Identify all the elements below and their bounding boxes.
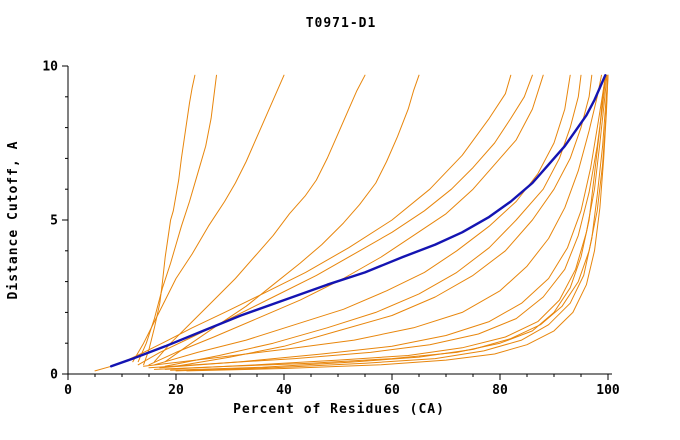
x-tick-label: 0 [64, 383, 72, 398]
x-tick-label: 100 [596, 383, 620, 398]
series-line-model-02 [137, 74, 217, 363]
series-line-model-09 [164, 74, 582, 367]
series-line-model-13 [164, 74, 608, 370]
series-line-model-06 [137, 74, 533, 366]
x-axis-label: Percent of Residues (CA) [233, 402, 445, 417]
chart-title: T0971-D1 [306, 16, 377, 31]
series-line-model-08 [153, 74, 571, 366]
y-tick-label: 5 [50, 214, 58, 229]
series-line-model-01 [143, 74, 196, 366]
series-line-model-18 [186, 74, 609, 372]
series-line-model-11 [94, 74, 512, 372]
series-line-model-16 [143, 74, 602, 367]
y-tick-label: 10 [42, 60, 58, 75]
series-line-model-04 [153, 74, 366, 363]
series-line-model-10 [175, 74, 593, 367]
plot-area: 0 20 40 60 80 100 0 5 10 [42, 60, 620, 399]
x-tick-label: 20 [168, 383, 184, 398]
series-line-model-03 [132, 74, 285, 363]
series-line-model-14 [175, 74, 609, 372]
series-line-model-17 [159, 74, 607, 369]
series-line-reference-model [109, 73, 607, 368]
series-line-model-12 [153, 74, 606, 370]
series-line-model-19 [170, 74, 609, 371]
series-line-model-15 [148, 74, 607, 369]
x-tick-label: 40 [276, 383, 292, 398]
x-tick-label: 60 [384, 383, 400, 398]
y-axis-label: Distance Cutoff, A [6, 141, 21, 300]
y-tick-label: 0 [50, 368, 58, 383]
x-tick-label: 80 [492, 383, 508, 398]
series-line-model-05 [164, 74, 420, 363]
series-line-model-07 [148, 74, 544, 366]
